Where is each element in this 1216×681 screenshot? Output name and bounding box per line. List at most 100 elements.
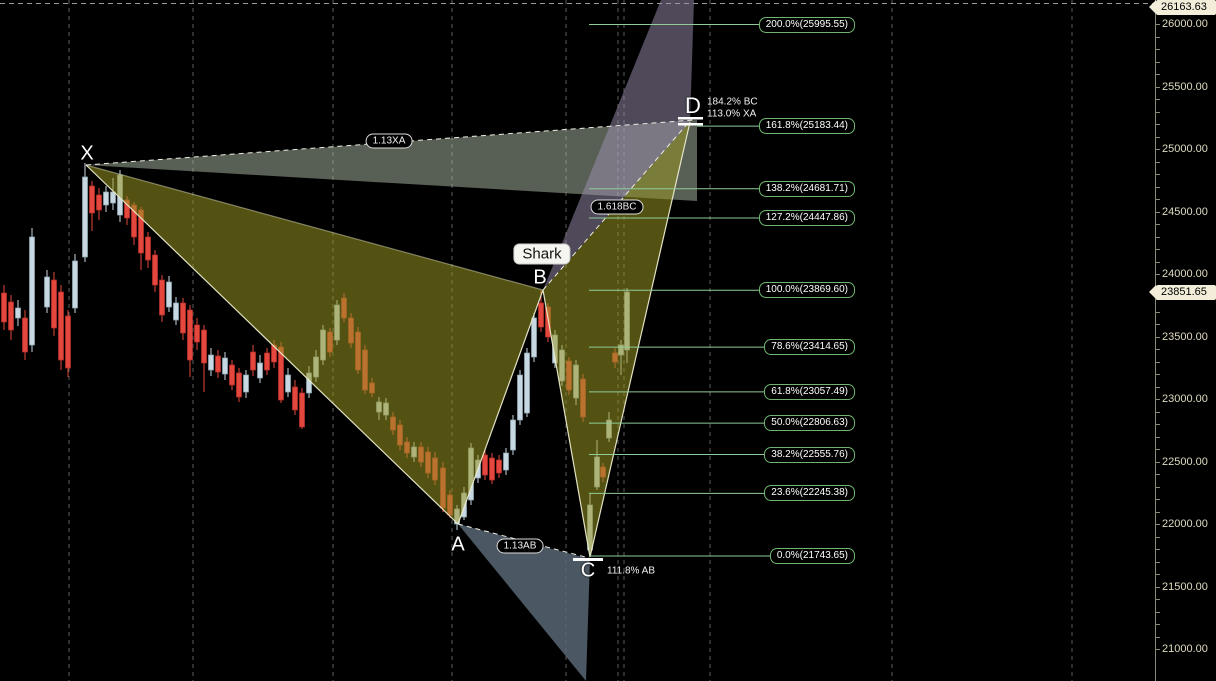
pattern-name-label[interactable]: Shark — [513, 243, 571, 265]
triangle-xab — [86, 165, 543, 524]
candle-body — [29, 236, 35, 346]
candle-body — [44, 276, 50, 308]
candle-body — [201, 329, 207, 364]
price-axis[interactable]: 26163.63 23851.65 26000.00 25500.00 25000.… — [1149, 0, 1216, 681]
candle-body — [58, 291, 64, 361]
candle-body — [482, 454, 488, 476]
candle-body — [145, 236, 151, 261]
fib-level-label[interactable]: 138.2%(24681.71) — [758, 180, 855, 197]
axis-tick — [1156, 374, 1160, 375]
axis-tick — [1156, 74, 1160, 75]
axis-tick — [1156, 249, 1160, 250]
pattern-annotation: 113.0% XA — [707, 108, 757, 120]
edge-bc — [542, 289, 591, 558]
pattern-point-b: B — [533, 266, 547, 289]
axis-price-label: 22500.00 — [1162, 455, 1208, 468]
axis-tick — [1156, 174, 1160, 175]
candle-body — [103, 191, 109, 206]
candle-body — [15, 307, 21, 319]
candle-body — [299, 392, 305, 428]
axis-tick — [1156, 536, 1160, 538]
axis-tick — [1156, 261, 1160, 263]
axis-tick — [1156, 124, 1160, 125]
axis-tick — [1156, 211, 1160, 213]
fib-level-label[interactable]: 50.0%(22806.63) — [764, 415, 855, 432]
candle-body — [510, 419, 516, 451]
edge-cd — [589, 121, 691, 558]
candle-body — [531, 317, 537, 358]
fib-level-label[interactable]: 38.2%(22555.76) — [764, 446, 855, 463]
edge-xb — [85, 164, 544, 291]
d-level-upper — [678, 117, 703, 120]
pattern-annotation: 111.8% AB — [607, 565, 655, 577]
axis-tick — [1156, 436, 1160, 438]
axis-tick — [1156, 36, 1160, 38]
chart-area[interactable] — [0, 0, 1156, 681]
axis-tick — [1156, 461, 1160, 463]
ratio-label-1.618bc[interactable]: 1.618BC — [590, 199, 644, 215]
axis-tick — [1156, 61, 1160, 63]
axis-tick — [1156, 199, 1160, 200]
axis-tick — [1156, 186, 1160, 188]
candle-body — [65, 315, 71, 369]
line-xd — [85, 119, 695, 166]
axis-tick — [1156, 649, 1160, 650]
fib-level-label[interactable]: 78.6%(23414.65) — [764, 339, 855, 356]
candle-body — [1, 292, 7, 323]
fib-level-label[interactable]: 61.8%(23057.49) — [764, 383, 855, 400]
axis-tick — [1156, 274, 1160, 275]
axis-tick — [1156, 111, 1160, 113]
axis-tick — [1156, 586, 1160, 588]
triangle-bcd — [543, 122, 690, 557]
ratio-label-1.13xa[interactable]: 1.13XA — [365, 133, 413, 149]
axis-tick — [1156, 49, 1160, 50]
candle-body — [173, 302, 179, 321]
axis-tick — [1156, 411, 1160, 413]
axis-tick — [1156, 611, 1160, 613]
candle-body — [194, 324, 200, 343]
fib-level-label[interactable]: 161.8%(25183.44) — [758, 118, 855, 135]
fib-level-label[interactable]: 23.6%(22245.38) — [764, 485, 855, 502]
axis-price-label: 25000.00 — [1162, 143, 1208, 155]
candle-body — [82, 176, 88, 258]
axis-tick — [1156, 624, 1160, 625]
candle-body — [51, 279, 57, 329]
candle-body — [180, 302, 186, 334]
fib-level-label[interactable]: 100.0%(23869.60) — [758, 282, 855, 299]
fib-level-label[interactable]: 0.0%(21743.65) — [769, 548, 855, 565]
ratio-label-1.13ab[interactable]: 1.13AB — [496, 538, 544, 554]
current-price-badge: 23851.65 — [1149, 285, 1216, 301]
axis-tick — [1156, 399, 1160, 400]
axis-price-label: 23000.00 — [1162, 393, 1208, 405]
candle-body — [236, 372, 242, 398]
pattern-point-a: A — [451, 533, 465, 556]
fib-level-label[interactable]: 127.2%(24447.86) — [758, 210, 855, 227]
axis-tick — [1156, 636, 1160, 638]
candle-body — [152, 254, 158, 286]
candle-body — [243, 374, 249, 393]
axis-tick — [1156, 599, 1160, 600]
candle-body — [257, 362, 263, 379]
axis-tick — [1156, 324, 1160, 325]
axis-price-label: 21000.00 — [1162, 643, 1208, 655]
candle-body — [250, 351, 256, 371]
axis-tick — [1156, 486, 1160, 488]
candle-body — [285, 374, 291, 393]
axis-price-label: 23500.00 — [1162, 330, 1208, 343]
fib-level-label[interactable]: 200.0%(25995.55) — [758, 16, 855, 33]
axis-tick — [1156, 224, 1160, 225]
axis-price-label: 24000.00 — [1162, 268, 1208, 280]
candle-body — [496, 459, 502, 474]
pattern-annotation: 184.2% BC — [707, 96, 758, 108]
candle-body — [524, 352, 530, 414]
axis-tick — [1156, 361, 1160, 363]
candle-body — [222, 357, 228, 375]
candle-body — [96, 194, 102, 211]
price-marker-high-badge: 26163.63 — [1149, 0, 1216, 15]
axis-price-label: 22000.00 — [1162, 518, 1208, 530]
pattern-point-d: D — [685, 93, 701, 118]
candle-body — [72, 260, 78, 309]
axis-tick — [1156, 449, 1160, 450]
candle-body — [208, 354, 214, 371]
c-level — [573, 558, 603, 561]
